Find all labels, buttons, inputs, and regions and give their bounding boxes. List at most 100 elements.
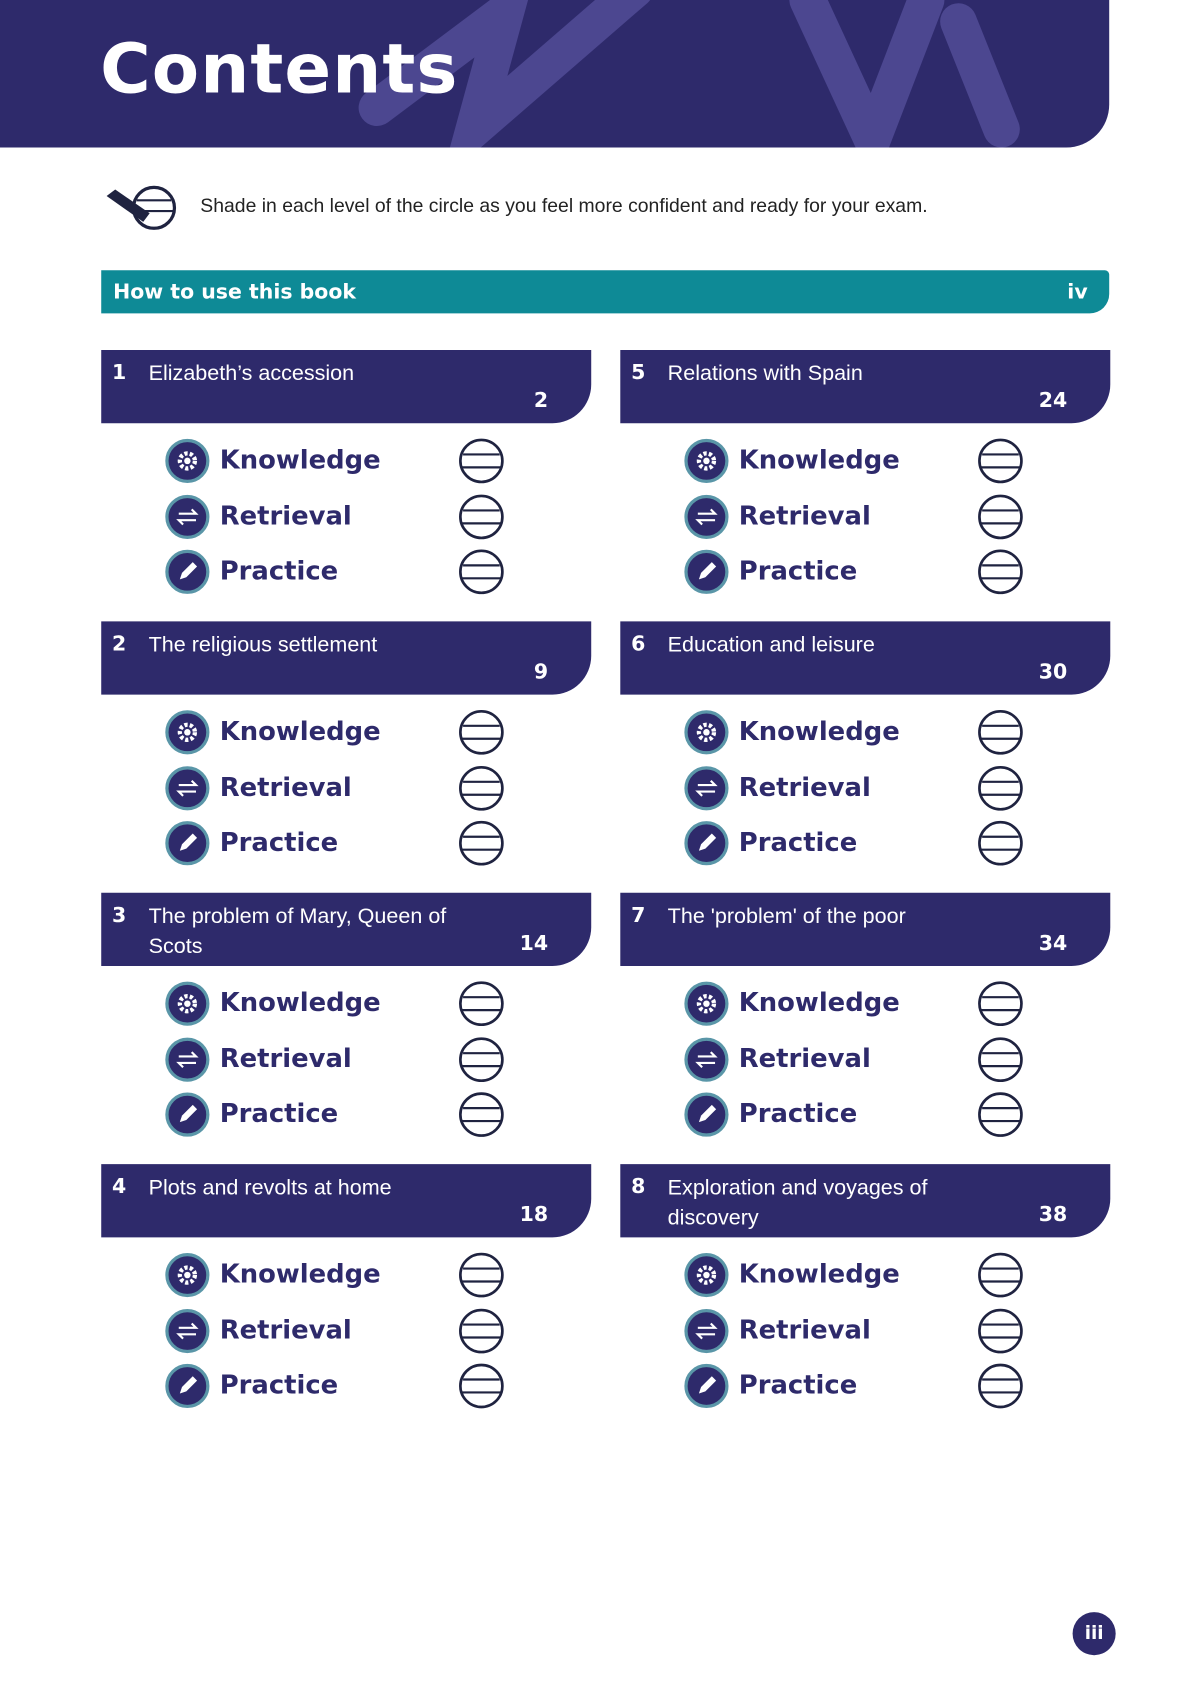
page-title: Contents bbox=[100, 30, 459, 110]
confidence-circle[interactable] bbox=[977, 820, 1024, 867]
level-icon bbox=[165, 765, 210, 810]
brush-decoration bbox=[358, 0, 1020, 148]
level-label: Knowledge bbox=[219, 987, 381, 1018]
confidence-circle[interactable] bbox=[977, 1307, 1024, 1354]
level-label: Knowledge bbox=[219, 444, 381, 475]
level-icon bbox=[684, 1252, 729, 1298]
instruction: Shade in each level of the circle as you… bbox=[200, 194, 928, 217]
confidence-circle[interactable] bbox=[977, 548, 1024, 595]
confidence-circle[interactable] bbox=[458, 493, 505, 540]
level-label: Retrieval bbox=[219, 771, 352, 802]
confidence-circle[interactable] bbox=[977, 709, 1024, 756]
section-page: 14 bbox=[519, 931, 549, 956]
section-bar[interactable]: 5 Relations with Spain 24 bbox=[620, 349, 1111, 424]
section-number: 8 bbox=[631, 1174, 646, 1199]
level-label: Retrieval bbox=[219, 500, 352, 531]
section-bar[interactable]: 6 Education and leisure 30 bbox=[620, 621, 1111, 695]
section-number: 2 bbox=[111, 632, 127, 656]
confidence-circle[interactable] bbox=[977, 1035, 1024, 1082]
level-icon bbox=[684, 494, 729, 539]
level-label: Retrieval bbox=[219, 1314, 352, 1345]
level-icon bbox=[684, 1092, 729, 1137]
level-icon bbox=[165, 981, 210, 1026]
section-bar[interactable]: 4 Plots and revolts at home 18 bbox=[101, 1164, 592, 1238]
confidence-circle[interactable] bbox=[458, 709, 505, 756]
level-icon bbox=[684, 1363, 729, 1409]
section-page: 34 bbox=[1038, 931, 1068, 956]
section-title: The 'problem' of the poor bbox=[667, 904, 906, 929]
confidence-circle[interactable] bbox=[458, 1362, 505, 1409]
confidence-circle[interactable] bbox=[458, 548, 505, 595]
section-bar[interactable]: 2 The religious settlement 9 bbox=[101, 621, 592, 695]
level-icon bbox=[165, 710, 210, 755]
section-title: Education and leisure bbox=[667, 633, 875, 657]
level-icon bbox=[165, 494, 210, 539]
level-icon bbox=[165, 1308, 210, 1353]
level-label: Practice bbox=[219, 555, 339, 586]
level-icon bbox=[684, 1037, 729, 1082]
how-to-use-page: iv bbox=[1067, 279, 1088, 304]
level-icon bbox=[684, 821, 729, 866]
section-title: The religious settlement bbox=[148, 633, 378, 657]
level-label: Knowledge bbox=[219, 1258, 381, 1290]
confidence-circle[interactable] bbox=[458, 1307, 505, 1354]
level-label: Retrieval bbox=[219, 1042, 352, 1074]
level-label: Practice bbox=[738, 1369, 858, 1400]
confidence-circle[interactable] bbox=[977, 1091, 1024, 1138]
level-label: Knowledge bbox=[738, 444, 900, 475]
section-title: Exploration and voyages of discovery bbox=[667, 1175, 928, 1230]
level-icon bbox=[165, 1037, 210, 1082]
section-page: 2 bbox=[533, 388, 549, 413]
level-icon bbox=[165, 1252, 210, 1298]
level-label: Retrieval bbox=[738, 771, 871, 802]
level-label: Practice bbox=[219, 1369, 339, 1400]
level-label: Practice bbox=[219, 1098, 339, 1129]
section-number: 4 bbox=[111, 1174, 127, 1199]
section-page: 38 bbox=[1038, 1202, 1068, 1227]
pen-icon bbox=[106, 185, 177, 230]
level-label: Practice bbox=[738, 827, 858, 858]
confidence-circle[interactable] bbox=[458, 820, 505, 867]
level-label: Practice bbox=[738, 1098, 858, 1129]
level-icon bbox=[165, 821, 210, 866]
section-bar[interactable]: 3 The problem of Mary, Queen of Scots 14 bbox=[101, 892, 592, 966]
section-number: 7 bbox=[631, 903, 646, 928]
confidence-circle[interactable] bbox=[458, 437, 505, 484]
level-icon bbox=[684, 438, 729, 483]
level-icon bbox=[165, 1092, 210, 1137]
confidence-circle[interactable] bbox=[458, 1035, 505, 1082]
section-title: Elizabeth’s accession bbox=[148, 361, 355, 386]
section-number: 5 bbox=[631, 360, 646, 385]
level-icon bbox=[684, 981, 729, 1026]
confidence-circle[interactable] bbox=[977, 980, 1024, 1027]
confidence-circle[interactable] bbox=[458, 980, 505, 1027]
confidence-circle[interactable] bbox=[977, 1251, 1024, 1298]
section-page: 18 bbox=[519, 1202, 549, 1227]
section-page: 9 bbox=[533, 660, 549, 684]
section-bar[interactable]: 8 Exploration and voyages of discovery 38 bbox=[620, 1164, 1111, 1238]
section-number: 3 bbox=[111, 903, 127, 928]
confidence-circle[interactable] bbox=[458, 1251, 505, 1298]
level-label: Knowledge bbox=[738, 1258, 900, 1290]
confidence-circle[interactable] bbox=[458, 1091, 505, 1138]
confidence-circle[interactable] bbox=[458, 764, 505, 811]
section-number: 6 bbox=[631, 632, 646, 656]
how-to-use-bar[interactable]: How to use this book iv bbox=[101, 270, 1110, 314]
confidence-circle[interactable] bbox=[977, 764, 1024, 811]
level-icon bbox=[684, 549, 729, 594]
level-label: Knowledge bbox=[738, 987, 900, 1018]
section-bar[interactable]: 1 Elizabeth’s accession 2 bbox=[101, 349, 592, 424]
section-page: 30 bbox=[1038, 660, 1068, 684]
level-label: Practice bbox=[219, 827, 339, 858]
confidence-circle[interactable] bbox=[977, 493, 1024, 540]
section-page: 24 bbox=[1038, 388, 1068, 413]
level-label: Knowledge bbox=[219, 716, 381, 747]
section-bar[interactable]: 7 The 'problem' of the poor 34 bbox=[620, 892, 1111, 966]
level-icon bbox=[165, 438, 210, 483]
section-title: Plots and revolts at home bbox=[148, 1175, 392, 1200]
level-icon bbox=[165, 1363, 210, 1409]
confidence-circle[interactable] bbox=[977, 1362, 1024, 1409]
level-label: Knowledge bbox=[738, 716, 900, 747]
confidence-circle[interactable] bbox=[977, 437, 1024, 484]
